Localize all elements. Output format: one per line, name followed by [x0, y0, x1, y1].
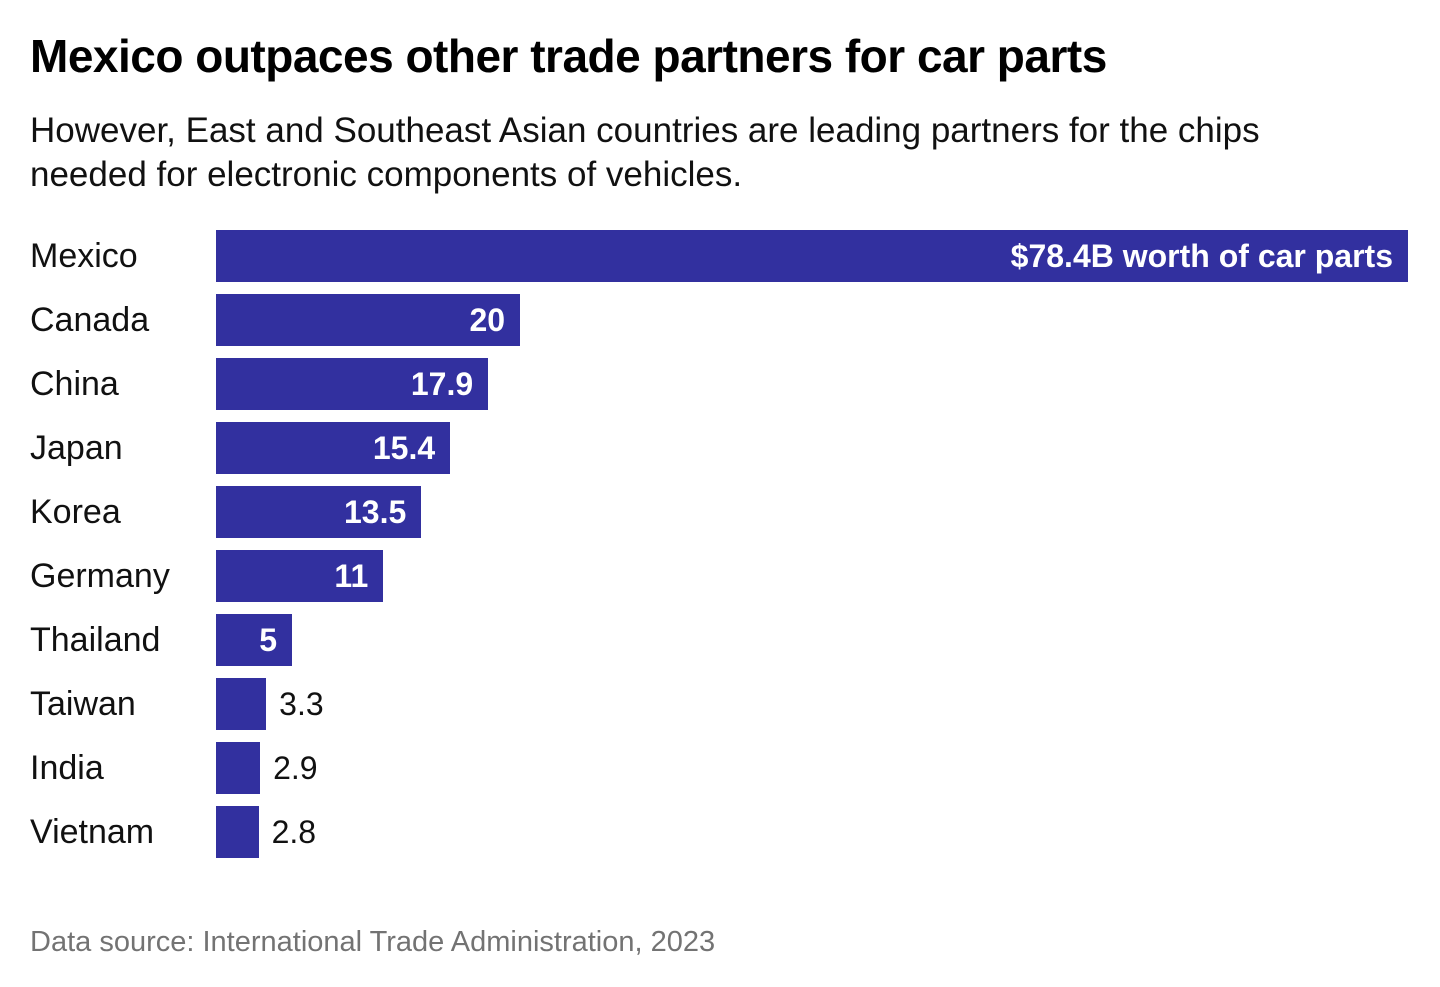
value-label: 11	[334, 557, 369, 594]
chart-subtitle: However, East and Southeast Asian countr…	[30, 110, 1260, 194]
bar: 17.9	[216, 358, 489, 411]
category-label: Vietnam	[30, 812, 155, 851]
value-label: 2.8	[271, 813, 317, 850]
category-label: China	[30, 364, 119, 403]
category-label: Mexico	[30, 236, 138, 275]
category-label: Korea	[30, 492, 121, 531]
chart-title: Mexico outpaces other trade partners for…	[30, 30, 1107, 82]
value-label: 15.4	[372, 429, 436, 466]
bar-track: 17.9	[216, 358, 1408, 411]
bar-track: $78.4B worth of car parts	[216, 230, 1408, 283]
bar	[216, 806, 259, 859]
bar-row: Mexico $78.4B worth of car parts	[30, 230, 1408, 283]
category-label: Thailand	[30, 620, 161, 659]
bar-track: 11	[216, 550, 1408, 603]
bar-track: 13.5	[216, 486, 1408, 539]
bar: 13.5	[216, 486, 422, 539]
bar-row: Taiwan 3.3	[30, 678, 1408, 731]
bar: $78.4B worth of car parts	[216, 230, 1408, 283]
value-label: 20	[469, 301, 506, 338]
bar	[216, 678, 267, 731]
bar-row: Thailand 5	[30, 614, 1408, 667]
bar-track: 5	[216, 614, 1408, 667]
bar-track: 15.4	[216, 422, 1408, 475]
value-label: 5	[259, 621, 278, 658]
bar-track: 3.3	[216, 678, 1408, 731]
bar-track: 2.9	[216, 742, 1408, 795]
bar-row: India 2.9	[30, 742, 1408, 795]
category-label: Japan	[30, 428, 123, 467]
category-label: India	[30, 748, 104, 787]
bar-row: Korea 13.5	[30, 486, 1408, 539]
bar-row: Germany 11	[30, 550, 1408, 603]
bar-track: 2.8	[216, 806, 1408, 859]
category-label: Canada	[30, 300, 150, 339]
bar	[216, 742, 261, 795]
category-label: Germany	[30, 556, 170, 595]
bar-row: Canada 20	[30, 294, 1408, 347]
bar: 5	[216, 614, 293, 667]
bar-chart: Mexico $78.4B worth of car parts Canada 20 C…	[30, 230, 1408, 859]
category-label: Taiwan	[30, 684, 136, 723]
value-label: 2.9	[273, 749, 318, 786]
bar: 15.4	[216, 422, 451, 475]
bar-row: Vietnam 2.8	[30, 806, 1408, 859]
data-source: Data source: International Trade Adminis…	[30, 926, 716, 958]
bar-row: China 17.9	[30, 358, 1408, 411]
bar: 20	[216, 294, 521, 347]
value-label: 13.5	[343, 493, 407, 530]
value-label: 3.3	[279, 685, 324, 722]
bar-row: Japan 15.4	[30, 422, 1408, 475]
bar-track: 20	[216, 294, 1408, 347]
value-label: $78.4B worth of car parts	[1010, 237, 1393, 274]
value-label: 17.9	[410, 365, 474, 402]
bar: 11	[216, 550, 384, 603]
